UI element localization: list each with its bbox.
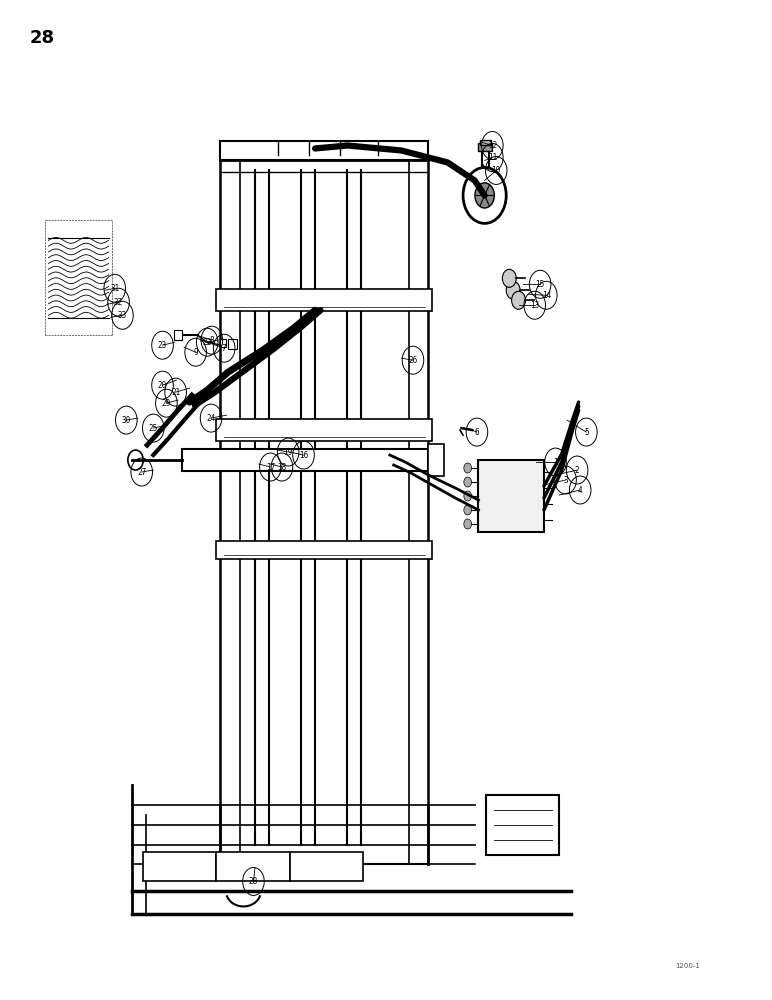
Bar [181, 449, 428, 471]
Circle shape [503, 269, 516, 287]
Text: 14: 14 [542, 291, 551, 300]
Text: 33: 33 [118, 311, 127, 320]
Text: 12: 12 [488, 141, 497, 150]
Text: 10: 10 [492, 166, 501, 175]
Text: 29: 29 [162, 399, 171, 408]
Bar [216, 289, 432, 311]
Text: 22: 22 [202, 338, 212, 347]
Text: 20: 20 [158, 381, 168, 390]
Text: 23: 23 [158, 341, 168, 350]
Bar [216, 541, 432, 559]
Bar [216, 419, 432, 441]
Text: 6: 6 [475, 428, 479, 437]
Circle shape [512, 291, 526, 309]
Text: 8: 8 [209, 336, 214, 345]
Bar [479, 460, 544, 532]
Circle shape [475, 183, 494, 208]
Text: 9: 9 [193, 348, 198, 357]
Circle shape [464, 519, 472, 529]
Text: 25: 25 [149, 424, 158, 433]
Text: 30: 30 [122, 416, 131, 425]
Bar [144, 852, 216, 881]
Text: 21: 21 [171, 388, 180, 397]
Text: 28: 28 [30, 29, 55, 47]
Text: 18: 18 [277, 463, 286, 472]
Bar [220, 140, 428, 160]
Bar [480, 140, 491, 145]
Bar [220, 339, 226, 347]
Text: 4: 4 [578, 486, 583, 495]
Text: 5: 5 [584, 428, 589, 437]
Text: 32: 32 [114, 298, 124, 307]
Text: 16: 16 [299, 451, 308, 460]
Text: 3: 3 [564, 476, 568, 485]
Circle shape [464, 505, 472, 515]
Text: 1200-1: 1200-1 [675, 963, 700, 969]
Bar [479, 143, 493, 151]
Bar [290, 852, 363, 881]
Text: 1: 1 [554, 458, 558, 467]
Text: 7: 7 [222, 344, 226, 353]
Text: 19: 19 [283, 448, 293, 457]
Circle shape [506, 281, 520, 299]
Circle shape [464, 477, 472, 487]
Circle shape [464, 463, 472, 473]
Bar [174, 330, 181, 340]
Bar [428, 444, 444, 476]
Text: 31: 31 [110, 284, 120, 293]
Text: 26: 26 [408, 356, 418, 365]
Bar [228, 339, 237, 349]
Text: 17: 17 [266, 463, 275, 472]
Circle shape [464, 491, 472, 501]
Text: 15: 15 [536, 280, 545, 289]
Text: 27: 27 [137, 468, 147, 477]
Text: 2: 2 [575, 466, 580, 475]
Bar [216, 852, 290, 881]
Text: 28: 28 [249, 877, 258, 886]
Text: 13: 13 [530, 301, 540, 310]
Text: 11: 11 [488, 153, 497, 162]
Text: 24: 24 [206, 414, 215, 423]
Bar [486, 795, 560, 855]
